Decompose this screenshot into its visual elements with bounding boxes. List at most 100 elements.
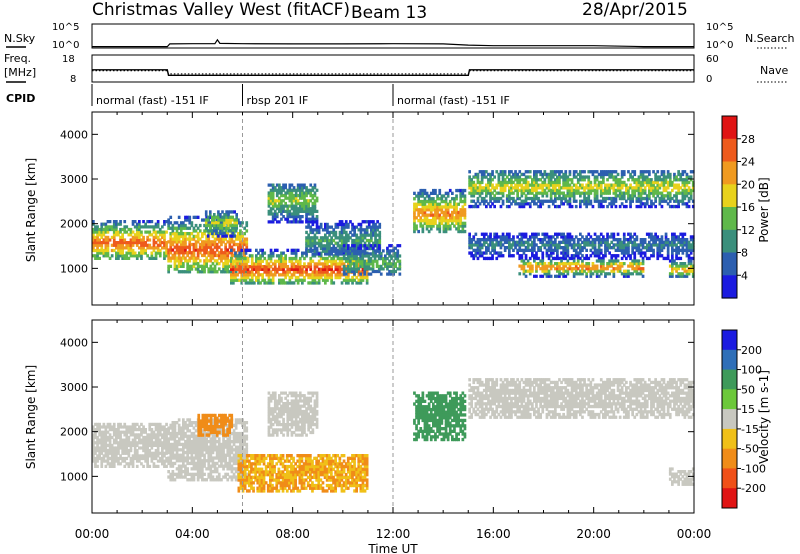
power-cell xyxy=(190,242,194,247)
power-cell xyxy=(375,259,379,263)
power-cell xyxy=(585,240,588,244)
power-cell xyxy=(499,196,503,201)
power-cell xyxy=(599,191,603,195)
power-cell xyxy=(417,191,420,195)
power-cell xyxy=(510,254,513,258)
power-cell xyxy=(516,186,519,190)
power-cell xyxy=(572,256,576,261)
power-cell xyxy=(156,243,160,247)
power-cell xyxy=(606,238,609,242)
power-cell xyxy=(436,227,439,231)
power-cell xyxy=(205,234,208,239)
power-cell xyxy=(156,235,160,239)
power-cell xyxy=(539,183,542,187)
power-cell xyxy=(196,226,200,230)
power-cell xyxy=(421,199,425,204)
cpid-segment-label: rbsp 201 IF xyxy=(247,94,309,107)
power-cell xyxy=(597,202,601,206)
power-cell xyxy=(528,191,532,195)
power-cell xyxy=(604,199,607,203)
power-cell xyxy=(192,264,196,268)
power-cell xyxy=(618,269,622,273)
power-cell xyxy=(444,224,448,228)
power-cell xyxy=(261,259,264,263)
power-cell xyxy=(503,235,507,239)
power-cell xyxy=(470,188,473,193)
power-cell xyxy=(549,235,553,239)
power-cell xyxy=(654,178,657,182)
power-cell xyxy=(608,196,611,201)
power-cell xyxy=(444,219,448,223)
power-cell xyxy=(587,202,591,206)
power-cell xyxy=(161,230,164,234)
power-cell xyxy=(645,194,649,198)
power-cell xyxy=(242,278,246,282)
power-cell xyxy=(606,235,609,239)
power-cell xyxy=(324,259,327,263)
power-cell xyxy=(311,236,315,240)
power-cell xyxy=(342,244,346,248)
power-cell xyxy=(365,259,369,263)
velocity-cell xyxy=(127,430,131,434)
power-cell xyxy=(463,188,467,193)
power-cell xyxy=(152,227,156,232)
power-cell xyxy=(349,246,352,250)
power-cell xyxy=(444,205,448,209)
power-cell xyxy=(639,191,643,195)
power-cell xyxy=(459,210,463,215)
power-cell xyxy=(662,172,666,177)
power-cell xyxy=(311,217,315,221)
power-cell xyxy=(219,229,222,233)
power-cell xyxy=(307,209,310,213)
power-cell xyxy=(294,209,298,213)
power-cell xyxy=(446,224,450,228)
power-cell xyxy=(564,238,568,242)
power-cell xyxy=(522,232,526,236)
power-cell xyxy=(610,264,614,268)
power-cell xyxy=(253,281,256,285)
velocity-cell xyxy=(106,456,110,461)
power-cell xyxy=(470,180,473,185)
velocity-cell xyxy=(94,459,97,463)
power-cell xyxy=(365,281,369,285)
power-cell xyxy=(359,233,363,237)
power-cell xyxy=(253,267,256,271)
power-cell xyxy=(599,172,603,177)
power-cell xyxy=(564,172,568,177)
power-cell xyxy=(583,246,586,250)
power-cell xyxy=(581,199,584,203)
power-cell xyxy=(487,188,490,193)
power-cell xyxy=(292,188,296,192)
power-cell xyxy=(328,249,331,253)
power-cell xyxy=(117,233,120,237)
power-cell xyxy=(275,220,279,224)
power-cell xyxy=(296,215,300,219)
power-cell xyxy=(317,230,321,235)
power-cell xyxy=(179,264,183,268)
power-cell xyxy=(286,191,290,195)
power-cell xyxy=(522,191,526,195)
power-cell xyxy=(211,218,214,222)
power-cell xyxy=(311,275,315,280)
power-cell xyxy=(351,238,354,243)
power-cell xyxy=(671,256,674,261)
power-cell xyxy=(263,270,267,274)
power-cell xyxy=(591,188,595,193)
velocity-cell xyxy=(127,449,131,453)
power-cell xyxy=(357,222,361,227)
power-cell xyxy=(98,241,101,245)
velocity-cell xyxy=(131,456,135,461)
power-cell xyxy=(535,267,538,271)
power-cell xyxy=(307,265,310,269)
power-cell xyxy=(280,201,283,206)
power-cell xyxy=(229,223,232,227)
power-cell xyxy=(347,275,350,280)
power-cell xyxy=(508,240,511,244)
power-cell xyxy=(656,254,660,258)
power-cell xyxy=(541,269,545,273)
power-cell xyxy=(307,188,310,192)
power-cell xyxy=(585,256,588,261)
power-cell xyxy=(259,254,262,258)
power-cell xyxy=(438,205,442,209)
power-cell xyxy=(522,199,526,203)
